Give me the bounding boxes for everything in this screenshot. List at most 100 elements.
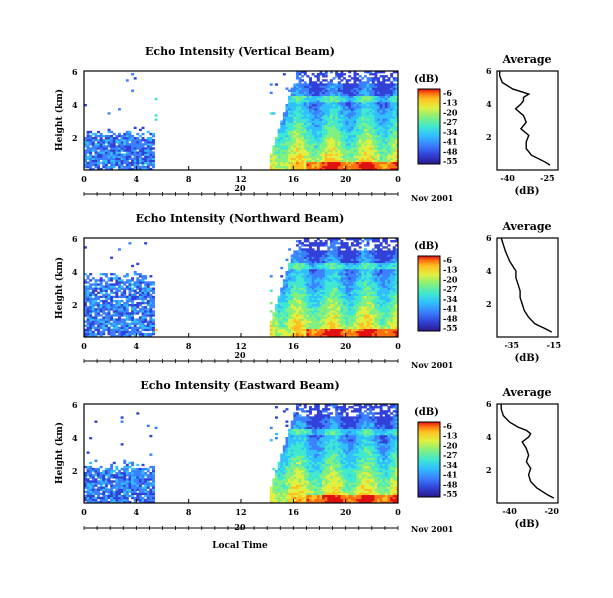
- heatmap-cell: [395, 71, 399, 74]
- heatmap-cell: [353, 137, 357, 140]
- heatmap-cell: [337, 254, 341, 257]
- heatmap-cell: [387, 101, 391, 105]
- heatmap-cell: [138, 330, 142, 334]
- heatmap-cell: [112, 161, 116, 165]
- heatmap-cell: [149, 155, 153, 158]
- heatmap-cell: [348, 97, 352, 101]
- heatmap-cell: [128, 285, 132, 288]
- heatmap-cell: [319, 161, 323, 165]
- heatmap-cell: [306, 281, 310, 284]
- heatmap-cell: [387, 128, 391, 132]
- heatmap-cell: [337, 77, 341, 80]
- heatmap-cell: [306, 322, 310, 325]
- heatmap-cell: [345, 254, 349, 257]
- heatmap-cell: [125, 157, 129, 160]
- heatmap-cell: [348, 75, 352, 78]
- heatmap-cell: [275, 316, 278, 319]
- heatmap-cell: [379, 330, 383, 334]
- heatmap-cell: [94, 334, 98, 338]
- heatmap-cell: [382, 266, 386, 270]
- heatmap-cell: [369, 73, 373, 76]
- heatmap-cell: [149, 308, 153, 311]
- heatmap-cell: [94, 297, 98, 301]
- heatmap-cell: [361, 159, 365, 163]
- heatmap-cell: [133, 281, 137, 284]
- heatmap-cell: [390, 91, 394, 94]
- heatmap-cell: [327, 324, 331, 327]
- heatmap-cell: [91, 137, 95, 140]
- heatmap-cell: [97, 322, 100, 325]
- heatmap-cell: [295, 260, 299, 264]
- heatmap-cell: [107, 287, 111, 290]
- heatmap-cell: [343, 266, 346, 270]
- heatmap-cell: [369, 299, 373, 303]
- heatmap-cell: [146, 293, 150, 297]
- heatmap-cell: [371, 120, 375, 123]
- heatmap-cell: [374, 151, 378, 154]
- heatmap-cell: [348, 163, 352, 167]
- heatmap-cell: [112, 157, 116, 160]
- heatmap-cell: [327, 153, 331, 156]
- heatmap-cell: [356, 159, 360, 163]
- heatmap-cell: [348, 93, 352, 97]
- heatmap-cell: [288, 130, 292, 134]
- heatmap-cell: [311, 116, 315, 119]
- heatmap-cell: [387, 106, 391, 109]
- heatmap-cell: [293, 89, 297, 92]
- heatmap-cell: [335, 310, 339, 313]
- heatmap-cell: [348, 301, 352, 305]
- heatmap-cell: [138, 324, 142, 327]
- heatmap-cell: [340, 260, 344, 264]
- heatmap-cell: [285, 289, 289, 292]
- heatmap-cell: [377, 165, 380, 169]
- heatmap-cell: [86, 287, 90, 290]
- heatmap-cell: [392, 83, 396, 86]
- heatmap-cell: [377, 314, 380, 317]
- heatmap-cell: [348, 110, 352, 113]
- heatmap-cell: [290, 324, 294, 327]
- heatmap-cell: [379, 264, 383, 268]
- heatmap-cell: [361, 254, 365, 257]
- heatmap-cell: [377, 328, 380, 332]
- heatmap-cell: [288, 299, 292, 303]
- heatmap-cell: [384, 99, 388, 103]
- heatmap-cell: [374, 273, 378, 276]
- heatmap-cell: [335, 89, 339, 92]
- heatmap-cell: [319, 326, 323, 330]
- heatmap-cell: [280, 301, 284, 305]
- heatmap-cell: [324, 301, 328, 305]
- heatmap-cell: [133, 143, 137, 146]
- heatmap-cell: [94, 147, 98, 150]
- heatmap-cell: [329, 254, 333, 257]
- heatmap-cell: [382, 134, 386, 138]
- heatmap-cell: [324, 79, 328, 82]
- heatmap-cell: [329, 304, 333, 307]
- heatmap-cell: [295, 139, 299, 142]
- heatmap-cell: [86, 295, 90, 299]
- heatmap-cell: [374, 266, 378, 270]
- heatmap-cell: [350, 244, 354, 247]
- heatmap-cell: [384, 120, 388, 123]
- heatmap-cell: [335, 295, 339, 299]
- heatmap-cell: [107, 310, 111, 313]
- heatmap-cell: [309, 287, 312, 290]
- heatmap-cell: [348, 104, 352, 107]
- heatmap-cell: [384, 101, 388, 105]
- heatmap-cell: [340, 264, 344, 268]
- heatmap-cell: [298, 73, 302, 76]
- heatmap-cell: [107, 153, 111, 156]
- heatmap-cell: [149, 147, 153, 150]
- heatmap-cell: [350, 130, 354, 134]
- heatmap-cell: [301, 301, 305, 305]
- heatmap-cell: [329, 314, 333, 317]
- heatmap-cell: [285, 112, 289, 115]
- heatmap-cell: [275, 83, 278, 86]
- heatmap-cell: [316, 122, 320, 125]
- heatmap-cell: [384, 130, 388, 134]
- heatmap-cell: [382, 155, 386, 158]
- heatmap-cell: [332, 167, 336, 171]
- heatmap-cell: [89, 328, 93, 332]
- heatmap-cell: [144, 149, 148, 152]
- heatmap-cell: [128, 130, 132, 134]
- heatmap-cell: [337, 273, 341, 276]
